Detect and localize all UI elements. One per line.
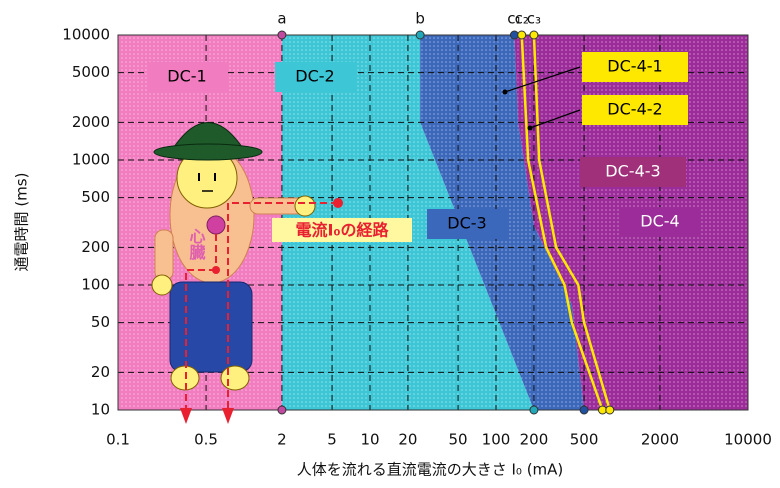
boundary-end-marker <box>509 30 519 40</box>
zone-label-box <box>147 62 227 92</box>
x-axis-label: 人体を流れる直流電流の大きさ I₀ (mA) <box>297 461 564 479</box>
sub-zone-label: DC-4-3 <box>605 162 660 181</box>
y-axis-label: 通電時間 (ms) <box>13 173 31 272</box>
path-label: 電流I₀の経路 <box>296 221 390 240</box>
x-tick-label: 2 <box>277 431 287 449</box>
x-tick-label: 100 <box>482 431 511 449</box>
boundary-label: c₁ <box>507 10 521 28</box>
sub-zone-label: DC-4-1 <box>607 57 662 76</box>
x-tick-label: 10000 <box>724 431 772 449</box>
y-tick-label: 20 <box>91 363 110 381</box>
zone-label: DC-4 <box>640 212 679 231</box>
y-tick-label: 2000 <box>72 113 110 131</box>
sub-zone-label: DC-4-2 <box>607 100 662 119</box>
leader-line <box>529 109 581 129</box>
leader-dot <box>502 89 508 95</box>
y-tick-label: 1000 <box>72 151 110 169</box>
zone-label: DC-3 <box>447 214 486 233</box>
zone-label: DC-1 <box>167 67 206 86</box>
y-tick-label: 50 <box>91 313 110 331</box>
boundary-end-marker <box>529 30 539 40</box>
x-tick-label: 2000 <box>641 431 679 449</box>
zone-label-box <box>275 62 355 92</box>
boundary-end-marker <box>597 405 607 415</box>
y-tick-label: 10000 <box>62 26 110 44</box>
boundary-end-marker <box>415 30 425 40</box>
boundary-end-marker <box>277 405 287 415</box>
y-tick-label: 100 <box>81 276 110 294</box>
zone-label-box <box>620 207 700 237</box>
leader-dot <box>527 125 533 131</box>
boundary-curve <box>520 34 604 411</box>
sub-zone-label-box <box>582 95 688 125</box>
boundary-label: c₃ <box>527 10 541 28</box>
plot-frame <box>117 34 749 411</box>
zone-label: DC-2 <box>295 67 334 86</box>
boundary-end-marker <box>517 30 527 40</box>
zone-label-box <box>427 209 507 239</box>
leader-line <box>504 66 581 93</box>
x-tick-label: 0.1 <box>106 431 130 449</box>
x-tick-label: 10 <box>360 431 379 449</box>
x-tick-label: 200 <box>520 431 549 449</box>
boundary-end-marker <box>277 30 287 40</box>
x-tick-label: 20 <box>398 431 417 449</box>
x-tick-label: 5 <box>327 431 337 449</box>
y-tick-label: 5000 <box>72 63 110 81</box>
sub-zone-label-box <box>582 52 688 82</box>
boundary-label: c₂ <box>515 10 529 28</box>
boundary-end-marker <box>529 405 539 415</box>
y-tick-label: 200 <box>81 238 110 256</box>
x-tick-label: 0.5 <box>194 431 218 449</box>
y-tick-label: 10 <box>91 401 110 419</box>
boundary-end-marker <box>605 405 615 415</box>
boundary-end-marker <box>579 405 589 415</box>
heart-label: 心臓 <box>187 228 206 261</box>
person-illustration: 電流I₀の経路 心臓 <box>151 122 412 424</box>
x-tick-label: 50 <box>449 431 468 449</box>
y-tick-label: 500 <box>81 188 110 206</box>
boundary-curve <box>532 34 611 411</box>
sub-zone-label-box <box>580 157 686 187</box>
boundary-label: a <box>277 10 286 28</box>
boundary-label: b <box>415 10 425 28</box>
x-tick-label: 500 <box>570 431 599 449</box>
